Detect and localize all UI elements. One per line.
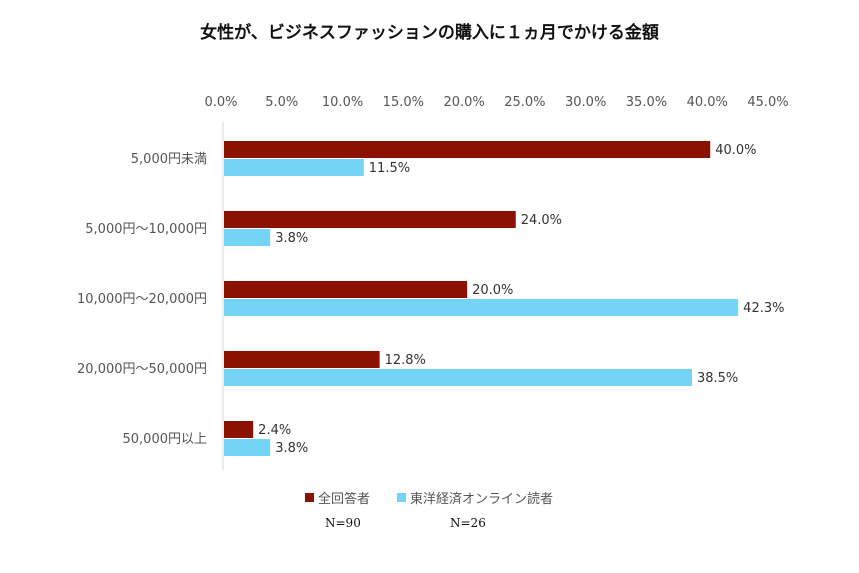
legend-label: 全回答者 [318, 492, 371, 507]
data-label: 20.0% [472, 283, 513, 298]
x-tick-label: 35.0% [626, 95, 667, 110]
chart-title: 女性が、ビジネスファッションの購入に１ヵ月でかける金額 [200, 23, 659, 43]
category-label: 5,000円～10,000円 [85, 222, 207, 237]
bar-all [224, 281, 468, 298]
legend-swatch [305, 493, 314, 502]
bar-all [224, 351, 380, 368]
bar-readers [224, 439, 271, 456]
data-label: 42.3% [743, 301, 784, 316]
legend-swatch [397, 493, 406, 502]
data-label: 12.8% [385, 353, 426, 368]
bar-all [224, 421, 254, 438]
legend-item-all: 全回答者 [305, 488, 370, 507]
category-label: 5,000円未満 [131, 152, 207, 167]
x-tick-label: 10.0% [322, 95, 363, 110]
bar-all [224, 211, 516, 228]
category-label: 10,000円～20,000円 [77, 292, 207, 307]
n-label-all: N=90 [325, 516, 361, 530]
data-label: 3.8% [275, 231, 308, 246]
x-tick-label: 45.0% [747, 95, 788, 110]
x-tick-label: 25.0% [504, 95, 545, 110]
bar-readers [224, 299, 739, 316]
data-label: 3.8% [275, 441, 308, 456]
data-label: 38.5% [697, 371, 738, 386]
data-label: 40.0% [715, 143, 756, 158]
x-tick-label: 15.0% [383, 95, 424, 110]
x-tick-label: 40.0% [687, 95, 728, 110]
n-label-readers: N=26 [450, 516, 486, 530]
data-label: 11.5% [369, 161, 410, 176]
legend-label: 東洋経済オンライン読者 [410, 492, 554, 507]
category-label: 20,000円～50,000円 [77, 362, 207, 377]
bar-all [224, 141, 711, 158]
bar-readers [224, 159, 364, 176]
x-tick-label: 0.0% [204, 95, 237, 110]
x-tick-label: 20.0% [443, 95, 484, 110]
bar-readers [224, 369, 692, 386]
category-label: 50,000円以上 [123, 432, 208, 447]
x-tick-label: 5.0% [265, 95, 298, 110]
legend-item-readers: 東洋経済オンライン読者 [397, 488, 553, 507]
bar-readers [224, 229, 271, 246]
data-label: 2.4% [258, 423, 291, 438]
x-tick-label: 30.0% [565, 95, 606, 110]
data-label: 24.0% [521, 213, 562, 228]
